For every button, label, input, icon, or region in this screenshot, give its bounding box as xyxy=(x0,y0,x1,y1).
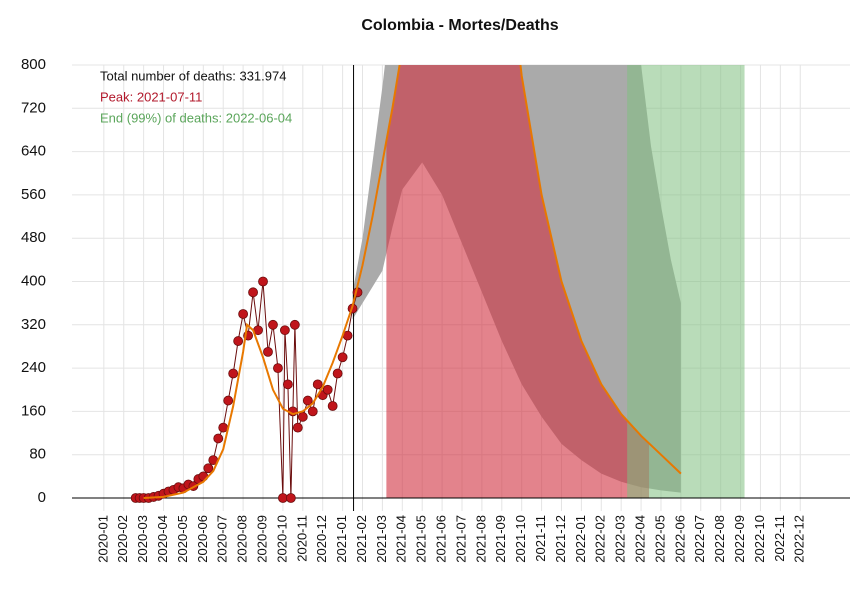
observed-point xyxy=(282,379,293,390)
y-tick-label: 560 xyxy=(21,186,46,203)
observed-point xyxy=(297,411,308,422)
observed-point xyxy=(285,493,296,503)
x-tick-label: 2020-04 xyxy=(155,515,170,563)
fit-line xyxy=(143,65,682,499)
x-tick-label: 2020-09 xyxy=(254,515,269,563)
observed-point xyxy=(273,363,283,374)
y-tick-label: 640 xyxy=(21,143,46,160)
observed-point xyxy=(213,433,224,444)
observed-point xyxy=(203,463,214,474)
y-tick-label: 320 xyxy=(21,316,46,333)
x-tick-label: 2021-08 xyxy=(473,515,488,563)
observed-point xyxy=(218,422,229,433)
x-tick-label: 2020-03 xyxy=(135,515,150,563)
x-tick-label: 2022-04 xyxy=(633,515,648,563)
x-tick-label: 2020-10 xyxy=(274,515,289,563)
annotation: Total number of deaths: 331.974 xyxy=(100,68,286,83)
observed-point xyxy=(263,346,273,357)
x-tick-label: 2022-11 xyxy=(772,515,787,562)
x-tick-label: 2020-12 xyxy=(314,515,329,563)
y-tick-label: 0 xyxy=(38,489,46,506)
end-region xyxy=(627,65,745,498)
x-tick-label: 2021-05 xyxy=(414,515,429,563)
x-tick-label: 2020-07 xyxy=(215,515,230,563)
y-tick-label: 800 xyxy=(21,56,46,73)
observed-point xyxy=(289,319,300,330)
x-tick-label: 2020-11 xyxy=(294,515,309,562)
observed-point xyxy=(238,309,249,319)
x-tick-label: 2022-08 xyxy=(712,515,727,563)
x-tick-label: 2021-06 xyxy=(434,515,449,563)
x-tick-label: 2021-03 xyxy=(374,515,389,563)
x-tick-label: 2022-07 xyxy=(692,515,707,563)
x-tick-label: 2021-01 xyxy=(334,515,349,563)
y-tick-label: 80 xyxy=(29,446,46,463)
x-tick-label: 2021-10 xyxy=(513,515,528,563)
x-tick-label: 2021-04 xyxy=(394,515,409,563)
x-tick-label: 2020-08 xyxy=(235,515,250,563)
x-tick-label: 2020-01 xyxy=(95,515,110,563)
x-tick-label: 2021-02 xyxy=(354,515,369,563)
observed-point xyxy=(258,276,268,287)
y-tick-label: 720 xyxy=(21,99,46,116)
x-tick-label: 2022-10 xyxy=(752,515,767,563)
x-tick-label: 2021-09 xyxy=(493,515,508,563)
x-tick-label: 2022-12 xyxy=(792,515,807,563)
x-tick-label: 2020-02 xyxy=(115,515,130,563)
observed-point xyxy=(307,406,318,417)
observed-point xyxy=(337,352,348,363)
observed-point xyxy=(268,319,278,330)
x-tick-label: 2022-03 xyxy=(613,515,628,563)
x-tick-label: 2022-09 xyxy=(732,515,747,563)
x-tick-label: 2022-05 xyxy=(652,515,667,563)
y-tick-label: 480 xyxy=(21,229,46,246)
lines xyxy=(72,65,850,511)
observed-point xyxy=(233,336,244,346)
observed-point xyxy=(292,422,303,433)
x-tick-label: 2021-11 xyxy=(533,515,548,562)
x-tick-label: 2020-05 xyxy=(175,515,190,563)
observed-point xyxy=(327,401,338,411)
annotation: Peak: 2021-07-11 xyxy=(100,89,202,104)
observed-point xyxy=(280,325,290,336)
observed-point xyxy=(312,379,323,390)
x-tick-label: 2021-07 xyxy=(453,515,468,563)
y-tick-label: 240 xyxy=(21,359,46,376)
y-tick-label: 400 xyxy=(21,272,46,289)
areas xyxy=(352,65,745,498)
annotation: End (99%) of deaths: 2022-06-04 xyxy=(100,110,292,125)
observed-point xyxy=(223,395,234,406)
x-tick-label: 2022-01 xyxy=(573,515,588,563)
observed-point xyxy=(228,368,239,379)
observed-point xyxy=(302,395,313,406)
x-tick-label: 2022-02 xyxy=(593,515,608,563)
observed-point xyxy=(322,384,333,395)
chart-title: Colombia - Mortes/Deaths xyxy=(361,17,558,34)
observed-point xyxy=(248,287,258,298)
x-tick-label: 2022-06 xyxy=(672,515,687,563)
y-tick-label: 160 xyxy=(21,402,46,419)
x-tick-label: 2021-12 xyxy=(553,515,568,563)
labels: 0 80 160 240 320 400 480 560 640 720 800 2020-01 202… xyxy=(21,56,807,563)
observed-point xyxy=(332,368,343,379)
x-tick-label: 2020-06 xyxy=(195,515,210,563)
